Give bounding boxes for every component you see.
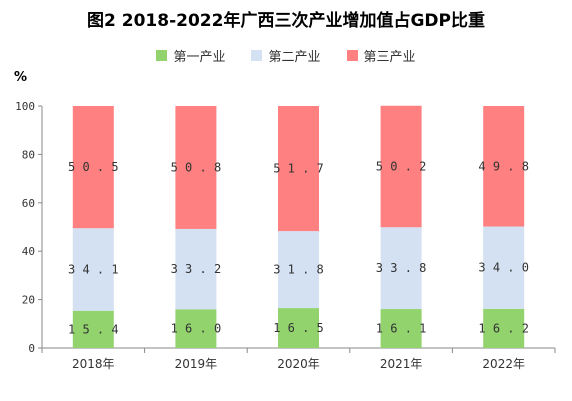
data-label-primary-2: 1 6 . 5 — [273, 321, 324, 335]
x-category-label-4: 2022年 — [482, 357, 525, 371]
data-label-tertiary-4: 4 9 . 8 — [478, 159, 529, 173]
data-label-primary-4: 1 6 . 2 — [478, 321, 529, 335]
bar-tertiary-3 — [380, 105, 422, 228]
x-category-label-3: 2021年 — [380, 357, 423, 371]
legend-label-tertiary: 第三产业 — [363, 50, 416, 65]
bar-tertiary-1 — [175, 106, 217, 229]
legend-label-primary: 第一产业 — [173, 50, 226, 65]
legend-item-secondary: 第二产业 — [251, 46, 321, 65]
y-tick-label-3: 60 — [22, 197, 35, 210]
bar-tertiary-2 — [278, 106, 319, 232]
x-category-label-1: 2019年 — [175, 357, 218, 371]
x-category-label-0: 2018年 — [72, 357, 115, 371]
bar-secondary-0 — [72, 228, 114, 311]
bar-primary-1 — [175, 309, 217, 348]
legend-item-tertiary: 第三产业 — [346, 46, 416, 65]
bar-primary-4 — [483, 308, 525, 348]
data-label-secondary-2: 3 1 . 8 — [273, 263, 324, 277]
bar-primary-3 — [380, 309, 422, 348]
chart-title: 图2 2018-2022年广西三次产业增加值占GDP比重 — [87, 11, 485, 31]
data-label-primary-0: 1 5 . 4 — [68, 322, 119, 336]
data-label-secondary-0: 3 4 . 1 — [68, 262, 119, 276]
bar-tertiary-0 — [72, 106, 114, 229]
data-label-secondary-4: 3 4 . 0 — [478, 261, 529, 275]
bar-secondary-4 — [483, 226, 525, 309]
data-label-secondary-1: 3 3 . 2 — [171, 262, 222, 276]
data-label-tertiary-2: 5 1 . 7 — [273, 162, 324, 176]
x-category-label-2: 2020年 — [277, 357, 320, 371]
data-label-tertiary-1: 5 0 . 8 — [171, 160, 222, 174]
bar-secondary-1 — [175, 228, 217, 310]
legend: 第一产业 第二产业 第三产业 — [0, 46, 572, 65]
bar-primary-2 — [278, 308, 319, 348]
data-label-secondary-3: 3 3 . 8 — [376, 261, 427, 275]
bar-tertiary-4 — [483, 106, 525, 227]
y-tick-label-0: 0 — [28, 342, 35, 355]
y-axis-unit-label: % — [14, 70, 28, 85]
y-tick-label-2: 40 — [22, 245, 35, 258]
y-tick-label-1: 20 — [22, 294, 35, 307]
y-tick-label-4: 80 — [22, 148, 35, 161]
y-tick-label-5: 100 — [15, 100, 35, 113]
legend-swatch-primary — [156, 50, 168, 61]
legend-label-secondary: 第二产业 — [268, 50, 321, 65]
data-label-primary-1: 1 6 . 0 — [171, 322, 222, 336]
bar-secondary-3 — [380, 227, 422, 310]
legend-swatch-secondary — [251, 50, 263, 61]
legend-item-primary: 第一产业 — [156, 46, 225, 65]
data-label-primary-3: 1 6 . 1 — [376, 322, 427, 336]
bar-secondary-2 — [278, 231, 319, 309]
legend-swatch-tertiary — [346, 50, 358, 61]
bar-primary-0 — [72, 310, 114, 348]
data-label-tertiary-3: 5 0 . 2 — [376, 160, 427, 174]
data-label-tertiary-0: 5 0 . 5 — [68, 160, 119, 174]
